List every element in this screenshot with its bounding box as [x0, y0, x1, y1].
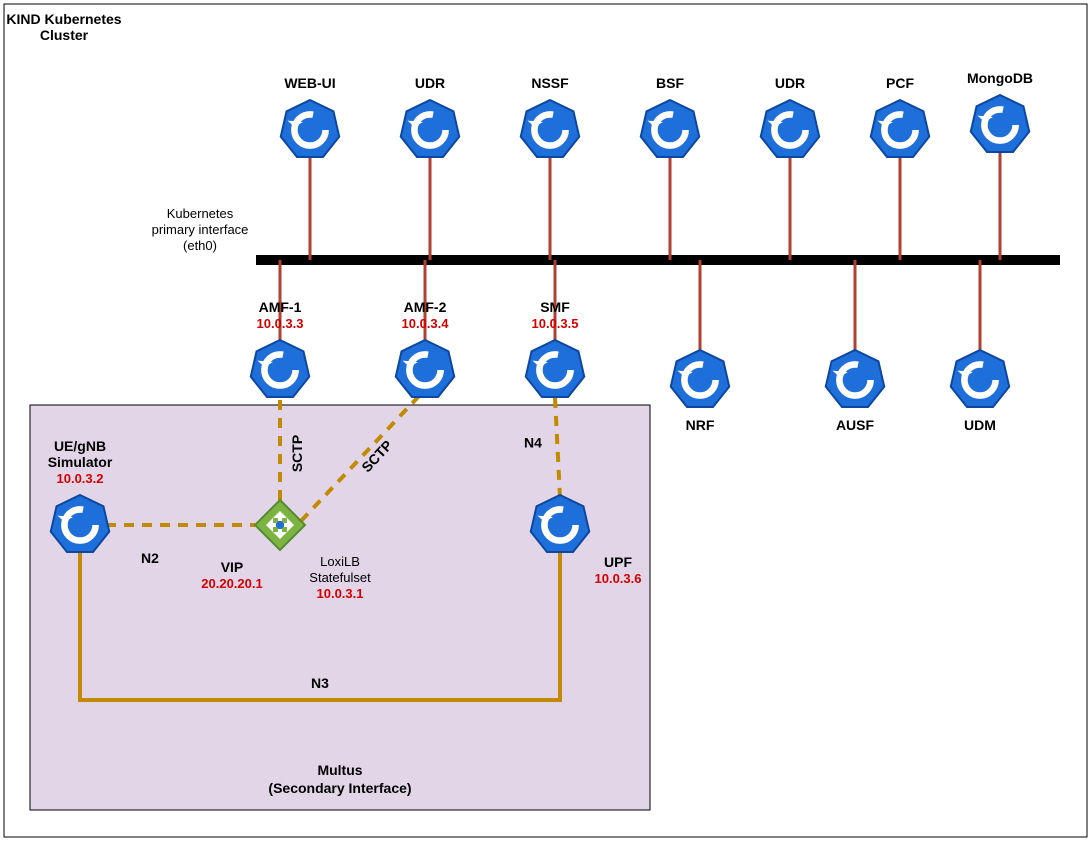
label-nrf: NRF: [686, 417, 715, 433]
svg-text:Statefulset: Statefulset: [309, 570, 371, 585]
label-udm: UDM: [964, 417, 996, 433]
svg-text:primary interface: primary interface: [152, 222, 249, 237]
label-udr1: UDR: [415, 75, 445, 91]
svg-text:N4: N4: [524, 435, 542, 451]
label-udr2: UDR: [775, 75, 805, 91]
svg-text:10.0.3.1: 10.0.3.1: [317, 586, 364, 601]
svg-text:Simulator: Simulator: [48, 454, 113, 470]
svg-text:SCTP: SCTP: [289, 435, 305, 472]
svg-text:20.20.20.1: 20.20.20.1: [201, 576, 262, 591]
cluster-title-1: KIND Kubernetes: [6, 11, 121, 27]
label-webui: WEB-UI: [284, 75, 335, 91]
svg-text:VIP: VIP: [221, 559, 244, 575]
cluster-title-2: Cluster: [40, 27, 89, 43]
svg-text:Multus: Multus: [317, 762, 362, 778]
svg-text:(eth0): (eth0): [183, 238, 217, 253]
multus-box: [30, 405, 650, 810]
label-amf2: AMF-2: [404, 299, 447, 315]
ip-smf: 10.0.3.5: [532, 316, 579, 331]
label-smf: SMF: [540, 299, 570, 315]
svg-text:10.0.3.2: 10.0.3.2: [57, 471, 104, 486]
svg-text:UPF: UPF: [604, 554, 632, 570]
svg-text:10.0.3.6: 10.0.3.6: [595, 571, 642, 586]
svg-text:Kubernetes: Kubernetes: [167, 206, 234, 221]
label-amf1: AMF-1: [259, 299, 302, 315]
label-pcf: PCF: [886, 75, 914, 91]
ip-amf1: 10.0.3.3: [257, 316, 304, 331]
svg-text:LoxiLB: LoxiLB: [320, 554, 360, 569]
ip-amf2: 10.0.3.4: [402, 316, 450, 331]
svg-text:N3: N3: [311, 675, 329, 691]
label-ausf: AUSF: [836, 417, 875, 433]
svg-text:N2: N2: [141, 550, 159, 566]
svg-text:(Secondary Interface): (Secondary Interface): [268, 780, 411, 796]
label-mongodb: MongoDB: [967, 70, 1033, 86]
label-nssf: NSSF: [531, 75, 569, 91]
svg-text:UE/gNB: UE/gNB: [54, 438, 106, 454]
label-bsf: BSF: [656, 75, 684, 91]
